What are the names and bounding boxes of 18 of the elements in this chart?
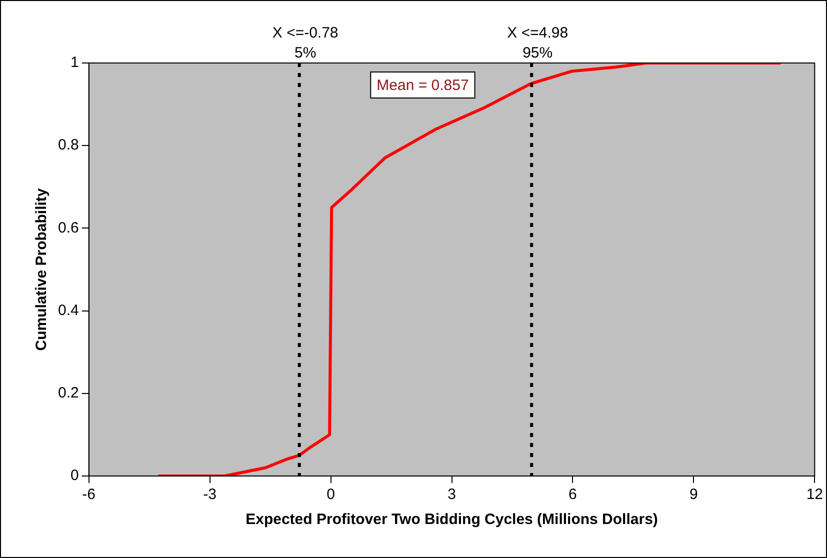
x-tick-label: 12: [806, 486, 823, 504]
y-axis-title: Cumulative Probability: [33, 188, 50, 351]
x-tick-label: 0: [326, 486, 335, 504]
x-axis-title: Expected Profitover Two Bidding Cycles (Millions Dollars): [246, 511, 658, 528]
x-tick-label: 6: [568, 486, 577, 504]
x-tick-label: -6: [82, 486, 96, 504]
ref-line-label: X <=-0.78 5%: [272, 24, 338, 62]
x-tick-label: -3: [203, 486, 216, 504]
y-tick-label: 0.6: [58, 219, 79, 236]
x-tick-label: 3: [448, 486, 456, 504]
ref-line-label: X <=4.98 95%: [507, 24, 568, 62]
y-tick-label: 0.2: [58, 384, 79, 402]
y-tick-label: 0.4: [58, 302, 79, 319]
annotation: Mean = 0.857: [376, 77, 469, 94]
y-tick-label: 0.8: [58, 136, 79, 154]
x-tick-label: 9: [690, 486, 698, 504]
y-tick-label: 1: [70, 54, 79, 72]
y-tick-label: 0: [70, 467, 79, 484]
